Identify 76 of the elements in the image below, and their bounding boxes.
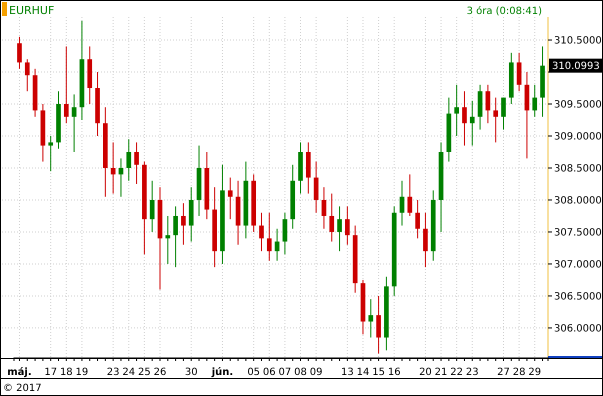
y-tick-label: 308.0000	[554, 195, 602, 206]
y-tick-label: 309.0000	[554, 132, 602, 142]
candlestick	[501, 97, 506, 130]
candlestick	[259, 212, 264, 252]
x-tick-label: 23	[466, 367, 479, 378]
candlestick	[173, 206, 178, 268]
candlestick	[64, 46, 69, 124]
chart-subtitle: 3 óra (0:08:41)	[466, 6, 542, 17]
candlestick	[493, 97, 498, 143]
text: 310.0993	[552, 61, 600, 72]
y-tick-label: 308.5000	[554, 163, 602, 174]
candlestick	[415, 199, 420, 239]
candlestick	[126, 138, 132, 182]
x-tick-label: 17	[44, 367, 58, 378]
chart-title: EURHUF	[9, 4, 54, 17]
x-tick-label: 21	[434, 367, 448, 378]
x-tick-label: 13	[340, 367, 354, 378]
y-tick-label: 306.0000	[554, 323, 602, 334]
x-tick-label: 08	[294, 367, 307, 378]
candlestick	[274, 228, 280, 262]
candlestick	[345, 206, 350, 246]
candlestick	[368, 298, 374, 338]
x-tick-label: 15	[372, 367, 385, 378]
candlestick	[282, 212, 288, 255]
y-tick-label: 309.5000	[554, 100, 602, 111]
x-tick-label: 23	[106, 367, 120, 378]
y-tick-label: 306.5000	[554, 291, 602, 302]
candlestick	[454, 84, 459, 136]
y-tick-label: 307.0000	[554, 259, 602, 270]
x-tick-label: 07	[278, 367, 292, 378]
candlestick	[314, 161, 318, 214]
candlestick	[24, 58, 30, 92]
candlestick	[266, 212, 272, 262]
candlestick	[423, 212, 428, 268]
candlestick	[110, 142, 116, 194]
x-tick-label: 09	[310, 367, 322, 378]
x-tick-label: 19	[76, 367, 88, 378]
candlestick	[516, 52, 522, 92]
y-tick-label: 307.5000	[554, 227, 602, 238]
x-tick-label: 06	[262, 367, 276, 378]
candlestick	[462, 90, 467, 146]
candlestick	[134, 142, 139, 184]
x-tick-label: 18	[60, 367, 73, 378]
x-tick-label: 26	[154, 367, 166, 378]
candlestick	[400, 180, 404, 226]
candlestick	[470, 100, 475, 146]
candlestick	[150, 180, 155, 232]
x-tick-label: 30	[184, 367, 198, 378]
candlestick	[322, 186, 326, 230]
candlestick	[337, 206, 342, 252]
x-tick-label: máj.	[7, 367, 32, 378]
candlestick	[228, 177, 233, 220]
x-tick-label: 05	[247, 367, 260, 378]
candlestick	[181, 202, 186, 246]
candlestick	[72, 94, 76, 152]
candlestick	[407, 174, 412, 216]
candlestick	[48, 136, 54, 172]
x-tick-label: 27	[497, 367, 510, 378]
candlestick	[486, 84, 490, 124]
x-tick-label: 20	[419, 367, 432, 378]
x-tick-label: 16	[388, 367, 401, 378]
x-tick-label: 24	[122, 367, 136, 378]
candlestick	[329, 193, 334, 242]
x-tick-label: 28	[512, 367, 526, 378]
candlestick	[532, 84, 538, 118]
x-tick-label: 22	[450, 367, 464, 378]
candlestick	[17, 36, 22, 70]
x-tick-label: 29	[528, 367, 542, 378]
y-tick-label: 310.5000	[554, 36, 602, 47]
x-tick-label: 25	[138, 367, 151, 378]
candlestick	[165, 215, 170, 264]
x-tick-label: 14	[356, 367, 370, 378]
x-tick-label: jún.	[210, 367, 234, 378]
candlestick	[376, 295, 381, 354]
text: © 2017	[3, 383, 42, 394]
candlestick	[118, 158, 124, 198]
